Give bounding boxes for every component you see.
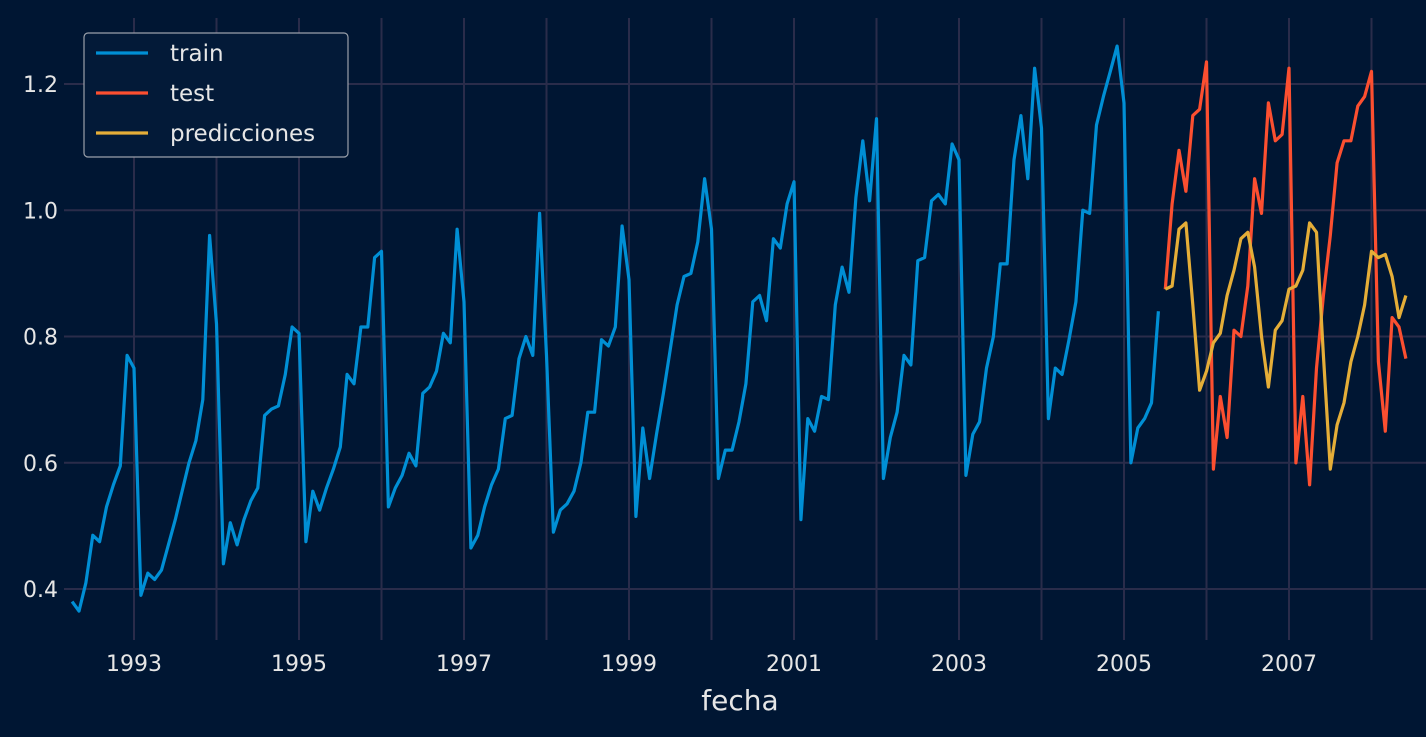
y-tick-label: 1.0 xyxy=(23,199,58,224)
x-axis: 1993 1995 1997 1999 2001 2003 2005 2007 xyxy=(106,652,1317,677)
legend: train test predicciones xyxy=(83,32,349,158)
series-line-test xyxy=(1163,60,1408,487)
x-tick-label: 2001 xyxy=(766,652,822,677)
x-tick-label: 2005 xyxy=(1096,652,1152,677)
legend-box xyxy=(83,32,349,158)
legend-label-train: train xyxy=(170,41,224,67)
series-points-predicciones xyxy=(1165,222,1406,470)
y-tick-label: 0.4 xyxy=(23,578,58,603)
legend-label-test: test xyxy=(170,81,214,107)
x-axis-label: fecha xyxy=(701,684,778,717)
y-tick-label: 0.8 xyxy=(23,326,58,351)
x-tick-label: 1995 xyxy=(271,652,327,677)
y-tick-label: 0.6 xyxy=(23,452,58,477)
y-axis: 0.4 0.6 0.8 1.0 1.2 xyxy=(23,73,58,603)
series-line-predicciones xyxy=(1164,221,1408,471)
x-tick-label: 2007 xyxy=(1261,652,1317,677)
legend-label-predicciones: predicciones xyxy=(170,121,315,147)
x-tick-label: 1997 xyxy=(436,652,492,677)
x-tick-label: 1999 xyxy=(601,652,657,677)
x-tick-label: 1993 xyxy=(106,652,162,677)
y-tick-label: 1.2 xyxy=(23,73,58,98)
series-points-train xyxy=(72,46,1159,612)
x-tick-label: 2003 xyxy=(931,652,987,677)
series-lines xyxy=(70,44,1408,613)
